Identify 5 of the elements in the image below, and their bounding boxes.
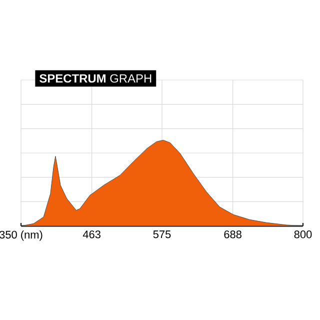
x-tick-label: 688 [224,230,242,238]
chart-title: SPECTRUM GRAPH [40,74,152,83]
x-tick-label: 575 [153,230,171,238]
x-tick-label: 463 [82,230,100,238]
x-tick-label: 800 [294,230,312,238]
